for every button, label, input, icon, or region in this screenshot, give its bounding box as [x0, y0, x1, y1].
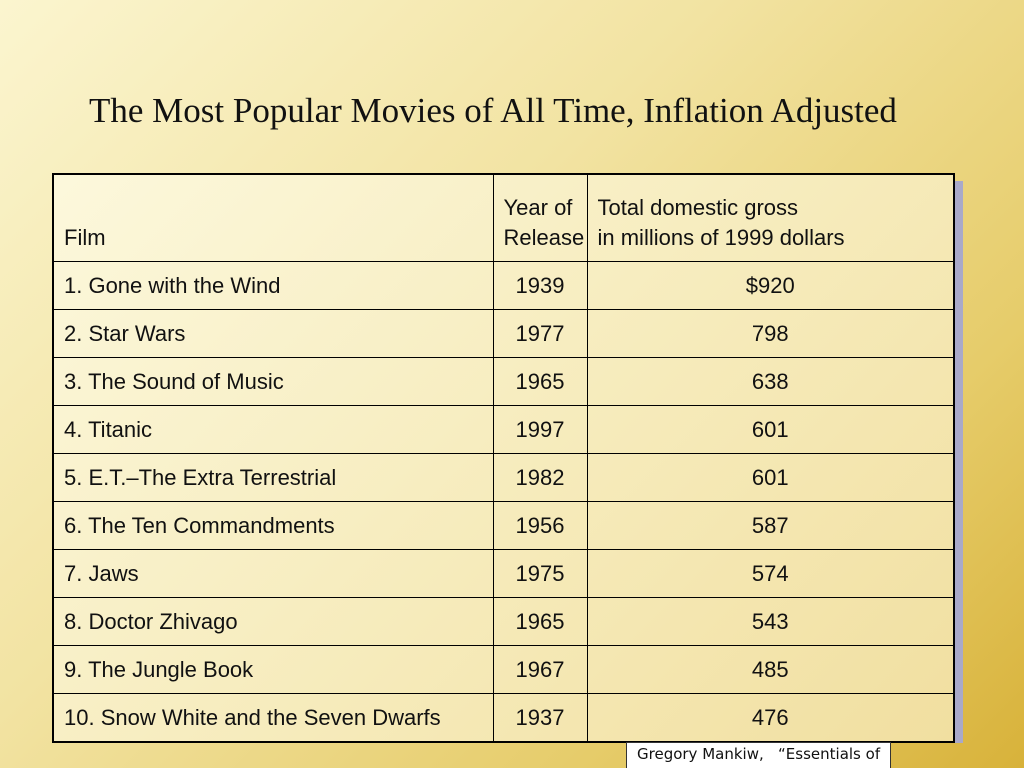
film-cell: 1. Gone with the Wind	[52, 261, 494, 310]
film-cell: 10. Snow White and the Seven Dwarfs	[52, 693, 494, 743]
header-film-label: Film	[64, 225, 106, 250]
year-cell: 1956	[492, 501, 588, 550]
header-year: Year of Release	[492, 173, 588, 262]
gross-cell: 587	[586, 501, 955, 550]
year-cell: 1977	[492, 309, 588, 358]
slide-title: The Most Popular Movies of All Time, Inf…	[89, 91, 897, 130]
table-row: 10. Snow White and the Seven Dwarfs 1937…	[52, 693, 955, 743]
table-header-row: Film Year of Release Total domestic gros…	[52, 173, 955, 262]
header-film: Film	[52, 173, 494, 262]
gross-cell: 601	[586, 405, 955, 454]
table-row: 4. Titanic 1997 601	[52, 405, 955, 454]
year-cell: 1965	[492, 357, 588, 406]
year-cell: 1967	[492, 645, 588, 694]
table-row: 7. Jaws 1975 574	[52, 549, 955, 598]
table-row: 1. Gone with the Wind 1939 $920	[52, 261, 955, 310]
year-cell: 1997	[492, 405, 588, 454]
year-cell: 1965	[492, 597, 588, 646]
table-row: 8. Doctor Zhivago 1965 543	[52, 597, 955, 646]
gross-cell: 485	[586, 645, 955, 694]
gross-cell: 476	[586, 693, 955, 743]
year-cell: 1937	[492, 693, 588, 743]
table-row: 5. E.T.–The Extra Terrestrial 1982 601	[52, 453, 955, 502]
year-cell: 1975	[492, 549, 588, 598]
film-cell: 3. The Sound of Music	[52, 357, 494, 406]
movies-table: Film Year of Release Total domestic gros…	[52, 173, 955, 743]
table-row: 9. The Jungle Book 1967 485	[52, 645, 955, 694]
film-cell: 6. The Ten Commandments	[52, 501, 494, 550]
header-year-line1: Year of	[503, 195, 573, 220]
gross-cell: 601	[586, 453, 955, 502]
table-row: 3. The Sound of Music 1965 638	[52, 357, 955, 406]
table-row: 2. Star Wars 1977 798	[52, 309, 955, 358]
header-gross-line1: Total domestic gross	[597, 195, 799, 220]
film-cell: 9. The Jungle Book	[52, 645, 494, 694]
header-gross: Total domestic gross in millions of 1999…	[586, 173, 955, 262]
header-year-line2: Release	[503, 225, 585, 250]
film-cell: 8. Doctor Zhivago	[52, 597, 494, 646]
film-cell: 2. Star Wars	[52, 309, 494, 358]
header-gross-line2: in millions of 1999 dollars	[597, 225, 845, 250]
film-cell: 4. Titanic	[52, 405, 494, 454]
gross-cell: 574	[586, 549, 955, 598]
film-cell: 5. E.T.–The Extra Terrestrial	[52, 453, 494, 502]
gross-cell: 798	[586, 309, 955, 358]
gross-cell: 638	[586, 357, 955, 406]
table-row: 6. The Ten Commandments 1956 587	[52, 501, 955, 550]
film-cell: 7. Jaws	[52, 549, 494, 598]
source-caption: Gregory Mankiw, “Essentials of	[626, 742, 892, 768]
year-cell: 1982	[492, 453, 588, 502]
year-cell: 1939	[492, 261, 588, 310]
gross-cell: 543	[586, 597, 955, 646]
gross-cell: $920	[586, 261, 955, 310]
